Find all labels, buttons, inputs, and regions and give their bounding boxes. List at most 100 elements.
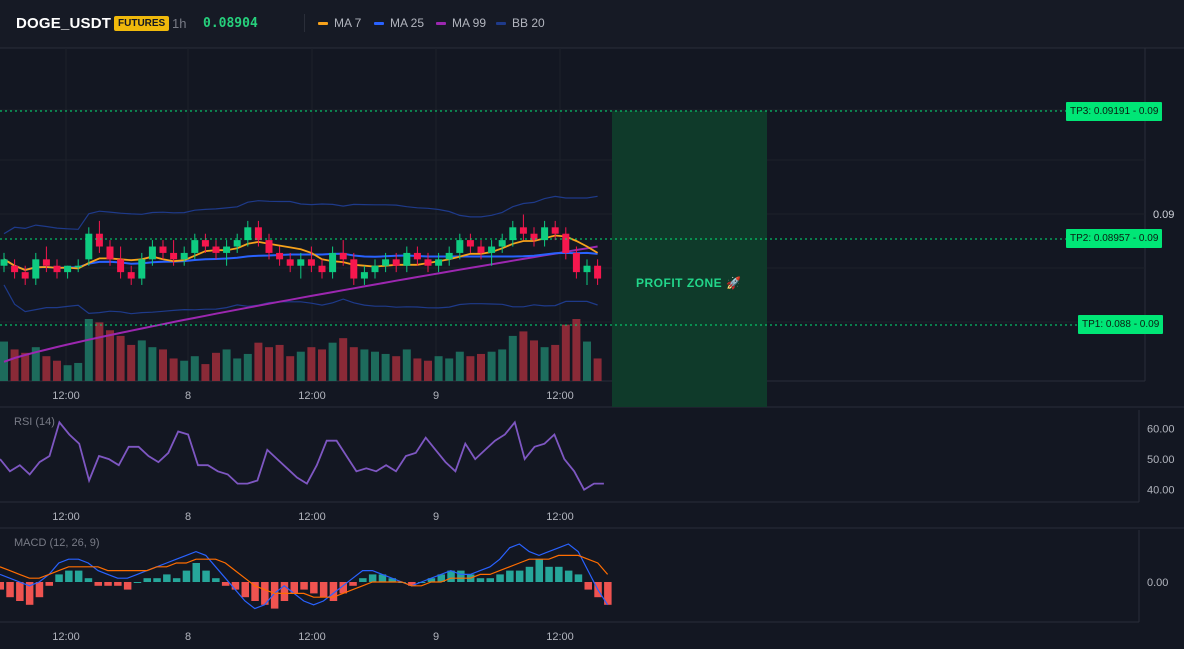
time-label: 12:00 [298, 631, 326, 643]
rsi-axis: 60.00 50.00 40.00 [1147, 423, 1175, 496]
profit-zone-label: PROFIT ZONE 🚀 [636, 276, 742, 290]
volume-bar [212, 352, 220, 381]
volume-bar [254, 342, 263, 381]
volume-bar [10, 349, 19, 381]
rsi-line [0, 420, 604, 491]
tp3-price-tag[interactable]: TP3: 0.09191 - 0.09 [1066, 102, 1163, 121]
legend-bb20[interactable]: BB 20 [496, 16, 545, 30]
candle-body [541, 227, 549, 241]
candle-body [498, 240, 506, 247]
volume-bar [402, 349, 411, 381]
volume-bar [572, 319, 581, 381]
volume-bar [466, 356, 475, 381]
volume-bar [159, 349, 167, 381]
volume-bar [275, 344, 284, 381]
volume-bar [498, 349, 507, 381]
legend-ma7[interactable]: MA 7 [318, 16, 361, 30]
volume-bar [339, 338, 348, 381]
chart-header: DOGE_USDT FUTURES 1h 0.08904 MA 7 MA 25 … [0, 0, 1184, 48]
last-price: 0.08904 [203, 16, 258, 31]
macd-signal-line [0, 554, 609, 598]
volume-bar [148, 347, 157, 381]
candle-body [350, 259, 358, 279]
symbol-name[interactable]: DOGE_USDT [16, 15, 112, 32]
candle-body [64, 265, 72, 273]
macd-hist-bar [261, 582, 269, 605]
volume-bar [116, 335, 125, 381]
macd-line [0, 543, 609, 610]
macd-hist-bar [280, 582, 289, 601]
candle-body [0, 259, 8, 266]
macd-hist-bar [74, 570, 83, 582]
volume-bar [318, 349, 326, 381]
macd-hist-bar [94, 582, 102, 586]
candle-body [297, 259, 305, 266]
volume-bar [180, 360, 189, 381]
candle-body [159, 246, 167, 253]
candle-body [424, 259, 432, 266]
time-label: 12:00 [52, 631, 80, 643]
candle-body [519, 227, 527, 234]
volume-bar [349, 347, 358, 381]
legend-ma99[interactable]: MA 99 [436, 16, 486, 30]
candle-body [392, 259, 400, 266]
candle-body [244, 227, 252, 241]
macd-hist-bar [515, 570, 524, 582]
candle-body [117, 259, 125, 273]
ma7-swatch-icon [318, 21, 328, 25]
candle-body [254, 227, 262, 241]
bb20-swatch-icon [496, 21, 506, 25]
legend-ma7-label: MA 7 [334, 16, 362, 30]
macd-hist-bar [496, 574, 504, 582]
time-label: 9 [433, 511, 439, 523]
candle-body [138, 259, 146, 279]
candle-body [201, 240, 209, 247]
candle-body [371, 265, 379, 273]
macd-hist-bar [133, 582, 142, 583]
macd-hist-bar [555, 566, 563, 582]
candle-body [223, 246, 231, 253]
macd-hist-bar [525, 566, 534, 582]
timeframe-selector[interactable]: 1h [172, 16, 187, 31]
volume-bar [233, 358, 242, 381]
candle-body [191, 240, 199, 253]
legend-ma25[interactable]: MA 25 [374, 16, 424, 30]
volume-bar [190, 356, 199, 381]
volume-bar [21, 352, 30, 381]
volume-bar [593, 358, 602, 381]
macd-hist-bar [506, 570, 514, 582]
tp1-price-tag[interactable]: TP1: 0.088 - 0.09 [1078, 315, 1164, 334]
time-label: 12:00 [52, 511, 80, 523]
tp2-price-tag[interactable]: TP2: 0.08957 - 0.09 [1066, 229, 1163, 248]
macd-hist-bar [143, 578, 151, 582]
candle-body [127, 272, 135, 279]
volume-bars [0, 319, 602, 381]
candle-body [106, 246, 114, 260]
macd-hist-bar [221, 582, 230, 586]
legend-ma25-label: MA 25 [390, 16, 425, 30]
macd-hist-bar [163, 574, 171, 582]
candle-body [286, 259, 294, 266]
macd-hist-bar [123, 582, 132, 590]
macd-hist-bar [6, 582, 14, 598]
bb-upper-line [3, 195, 598, 235]
macd-tick-label: 0.00 [1147, 577, 1168, 589]
price-axis-label: 0.09 [1153, 209, 1174, 221]
volume-bar [222, 349, 231, 381]
time-label: 12:00 [546, 511, 574, 523]
volume-bar [53, 360, 61, 381]
ma99-swatch-icon [436, 21, 446, 25]
time-label: 12:00 [298, 511, 326, 523]
volume-bar [530, 340, 538, 381]
profit-zone [612, 111, 767, 407]
macd-hist-bar [104, 582, 112, 586]
macd-hist-bar [251, 582, 259, 601]
candle-body [562, 233, 570, 253]
volume-bar [127, 344, 136, 381]
candle-body [74, 265, 82, 268]
volume-bar [413, 358, 422, 381]
time-label: 12:00 [546, 631, 574, 643]
volume-bar [540, 347, 549, 381]
volume-bar [296, 351, 305, 381]
